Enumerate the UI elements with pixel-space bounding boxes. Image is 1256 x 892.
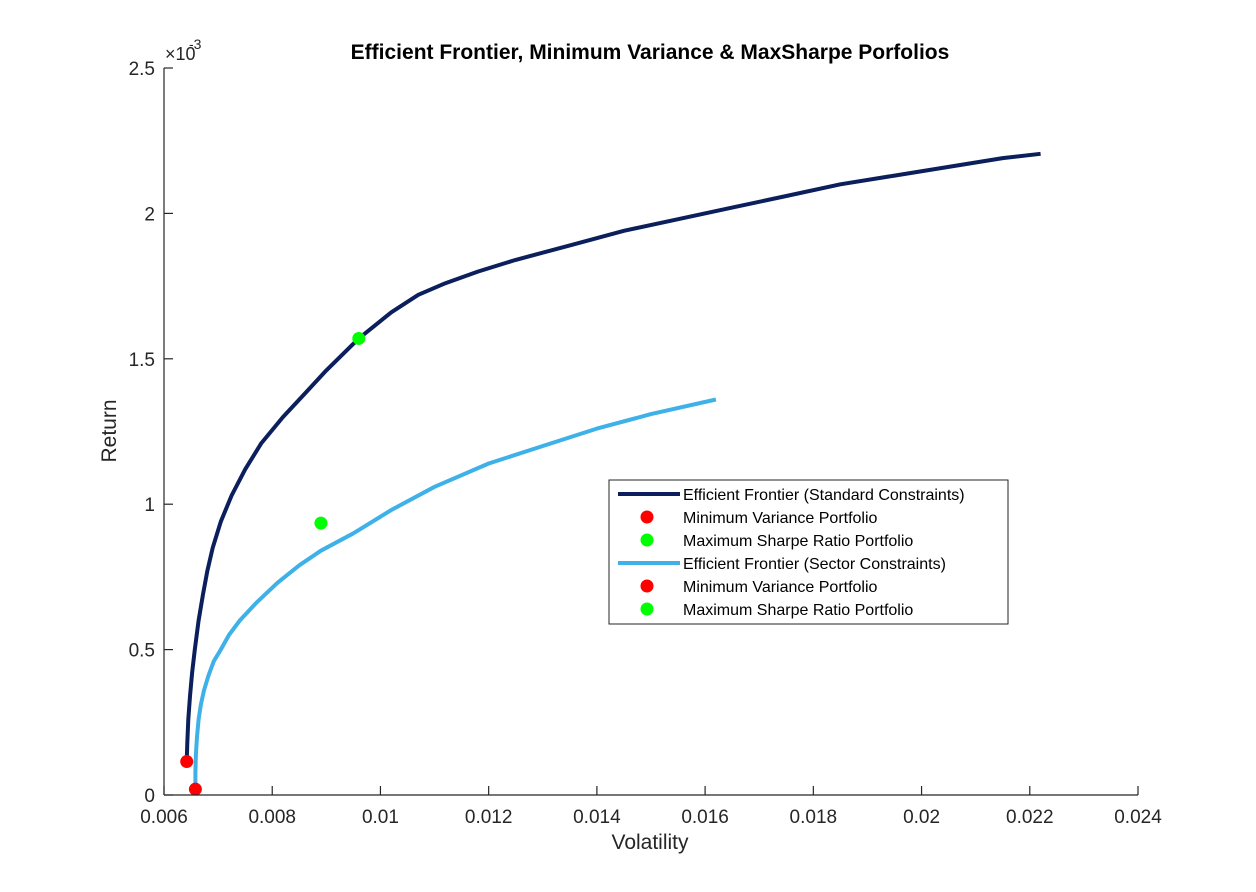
legend-entry-label: Efficient Frontier (Sector Constraints) [683, 556, 946, 573]
series-line-0 [184, 151, 1041, 762]
legend-swatch-marker [640, 602, 654, 616]
axes-layer [163, 68, 1138, 796]
legend-box [608, 479, 1009, 625]
y-axis-label: Return [98, 399, 121, 462]
legend-swatch-marker [640, 533, 654, 547]
legend-swatch-marker [640, 510, 654, 524]
series-marker-2 [352, 331, 366, 345]
x-tick-label: 0.01 [362, 807, 399, 828]
legend-entry-label: Maximum Sharpe Ratio Portfolio [683, 533, 913, 550]
legend-entry-label: Minimum Variance Portfolio [683, 510, 878, 527]
x-tick-label: 0.014 [573, 807, 621, 828]
y-tick-label: 2.5 [129, 59, 155, 80]
series-marker-1 [180, 755, 194, 769]
series-layer [180, 151, 1041, 796]
ticks-layer: 0.006 0.008 0.01 0.012 0.014 0.016 0.018 0.02 0.… [129, 59, 1163, 828]
chart-title: Efficient Frontier, Minimum Variance & M… [351, 41, 950, 64]
legend-entry-label: Maximum Sharpe Ratio Portfolio [683, 602, 913, 619]
y-exponent-power: -3 [189, 36, 202, 52]
x-tick-label: 0.016 [681, 807, 729, 828]
series-marker-5 [314, 516, 328, 530]
series-line-3 [193, 397, 717, 790]
x-tick-label: 0.008 [248, 807, 296, 828]
x-axis-label: Volatility [611, 831, 689, 854]
y-tick-label: 1 [144, 495, 155, 516]
y-tick-label: 1.5 [129, 350, 155, 371]
x-tick-label: 0.012 [465, 807, 513, 828]
x-tick-label: 0.006 [140, 807, 188, 828]
series-marker-4 [188, 782, 202, 796]
x-tick-label: 0.02 [903, 807, 940, 828]
legend-entry-label: Minimum Variance Portfolio [683, 579, 878, 596]
y-exponent-base: ×10 [165, 44, 196, 64]
legend: Efficient Frontier (Standard Constraints… [608, 479, 1009, 625]
x-tick-label: 0.022 [1006, 807, 1054, 828]
legend-swatch-marker [640, 579, 654, 593]
y-tick-label: 0.5 [129, 641, 155, 662]
x-tick-label: 0.024 [1114, 807, 1162, 828]
y-tick-label: 0 [144, 786, 155, 807]
legend-entries: Efficient Frontier (Standard Constraints… [618, 487, 965, 619]
y-tick-label: 2 [144, 204, 155, 225]
legend-entry-label: Efficient Frontier (Standard Constraints… [683, 487, 965, 504]
x-tick-label: 0.018 [790, 807, 838, 828]
